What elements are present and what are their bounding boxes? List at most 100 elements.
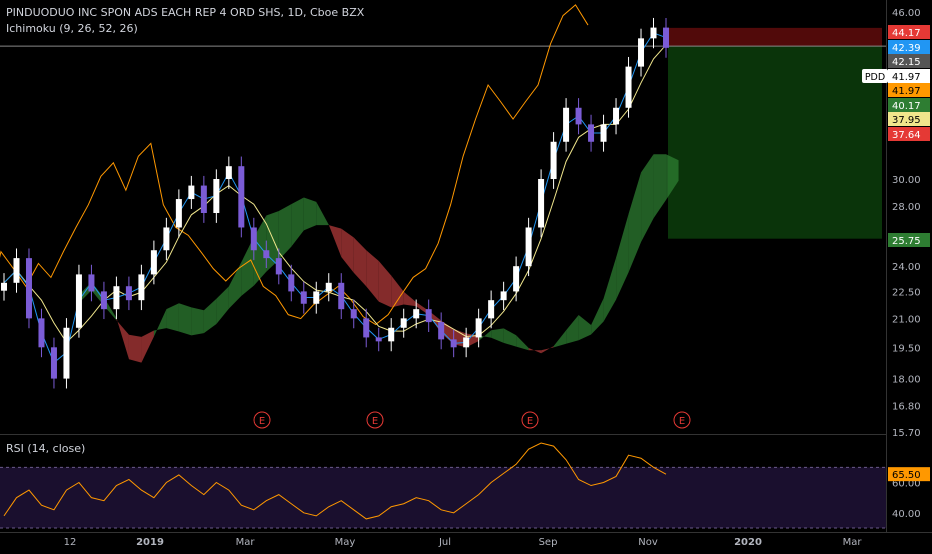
kumo-bull-segment — [153, 309, 167, 337]
symbol-tag — [862, 69, 888, 83]
candle-body — [463, 337, 470, 348]
chart-title: PINDUODUO INC SPON ADS EACH REP 4 ORD SH… — [6, 6, 365, 19]
kumo-bull-segment — [603, 257, 617, 322]
candle-body — [225, 166, 232, 180]
price-label-box — [888, 98, 930, 112]
ichimoku-legend: Ichimoku (9, 26, 52, 26) — [6, 22, 138, 35]
candle-body — [100, 291, 107, 310]
candle-body — [400, 318, 407, 328]
candle-body — [300, 291, 307, 304]
kumo-bear-segment — [391, 275, 404, 308]
kumo-bull-segment — [191, 307, 204, 336]
time-tick-label: May — [335, 537, 356, 548]
kumo-bear-segment — [403, 291, 417, 307]
kumo-bull-segment — [628, 172, 642, 273]
candle-body — [350, 309, 357, 319]
kumo-bull-segment — [641, 154, 654, 243]
candle-body — [513, 266, 520, 292]
rsi-tick-label: 60.00 — [892, 479, 921, 490]
candle-body — [388, 327, 395, 342]
kumo-bear-segment — [441, 320, 454, 345]
earnings-marker — [673, 411, 691, 429]
candle-body — [550, 141, 557, 180]
kumo-bull-segment — [478, 330, 492, 341]
price-tick-label: 21.00 — [892, 314, 921, 325]
time-tick-label: 2020 — [734, 537, 762, 548]
earnings-label: E — [372, 416, 378, 427]
take-profit-zone — [668, 46, 882, 239]
candle-body — [438, 322, 445, 340]
kumo-bull-segment — [178, 303, 192, 336]
kumo-bull-segment — [278, 204, 292, 261]
candle-body — [375, 337, 382, 342]
kumo-bull-segment — [491, 328, 504, 343]
candle-body — [213, 179, 220, 214]
price-tick-label: 28.00 — [892, 202, 921, 213]
price-label-box — [888, 83, 930, 97]
candle-body — [150, 250, 157, 275]
time-tick-label: 2019 — [136, 537, 164, 548]
kumo-bear-segment — [328, 224, 342, 257]
kumo-bull-segment — [103, 297, 117, 321]
candle-body — [125, 286, 132, 301]
kumo-bull-segment — [266, 210, 279, 272]
earnings-marker — [521, 411, 539, 429]
kumo-bear-segment — [466, 333, 479, 348]
kumo-bull-segment — [253, 215, 267, 286]
candle-body — [138, 274, 145, 301]
time-tick-label: 12 — [64, 537, 77, 548]
price-label-value: 42.39 — [892, 43, 921, 54]
time-tick-label: Mar — [236, 537, 256, 548]
chikou-span-line — [0, 4, 589, 326]
kumo-bear-segment — [541, 346, 554, 354]
price-label-box — [888, 69, 930, 83]
stop-loss-zone — [668, 27, 882, 47]
candle-body — [50, 347, 57, 379]
kumo-bull-segment — [553, 330, 567, 348]
kumo-bull-segment — [516, 335, 529, 351]
kumo-bull-segment — [616, 213, 629, 300]
price-tick-label: 24.00 — [892, 262, 921, 273]
price-tick-label: 46.00 — [892, 8, 921, 19]
price-tick-label: 15.70 — [892, 428, 921, 439]
price-tick-label: 18.00 — [892, 375, 921, 386]
kumo-bear-segment — [528, 348, 542, 354]
kumo-bull-segment — [566, 315, 579, 344]
candle-body — [1, 282, 7, 291]
kumo-bear-segment — [378, 261, 392, 308]
candle-body — [475, 318, 482, 338]
candle-body — [113, 286, 120, 310]
price-tick-label: 30.00 — [892, 175, 921, 186]
kumo-bull-segment — [228, 262, 242, 309]
candle-body — [613, 107, 620, 125]
kumo-bull-segment — [666, 154, 679, 200]
time-tick-label: Sep — [539, 537, 558, 548]
candle-body — [88, 274, 95, 292]
rsi-current-value: 65.50 — [892, 470, 921, 481]
candle-body — [200, 185, 207, 214]
candle-body — [563, 107, 570, 142]
candle-body — [425, 309, 432, 323]
candle-body — [250, 227, 257, 251]
kumo-bull-segment — [203, 298, 217, 334]
kumo-bull-segment — [241, 236, 254, 296]
kumo-bull-segment — [578, 315, 592, 341]
price-label-value: 37.64 — [892, 130, 921, 141]
candle-body — [175, 199, 182, 228]
kumo-bear-segment — [353, 237, 367, 287]
kumo-bear-segment — [341, 228, 354, 273]
candle-body — [325, 282, 332, 292]
price-label-box — [888, 233, 930, 247]
candle-body — [238, 166, 245, 228]
kumo-bull-segment — [503, 328, 517, 347]
earnings-label: E — [527, 416, 533, 427]
kumo-bear-segment — [128, 334, 142, 363]
candle-body — [363, 318, 370, 338]
price-label-box — [888, 127, 930, 141]
candle-body — [638, 38, 645, 67]
price-label-value: 41.97 — [892, 72, 921, 83]
earnings-marker — [366, 411, 384, 429]
candle-body — [313, 291, 320, 304]
